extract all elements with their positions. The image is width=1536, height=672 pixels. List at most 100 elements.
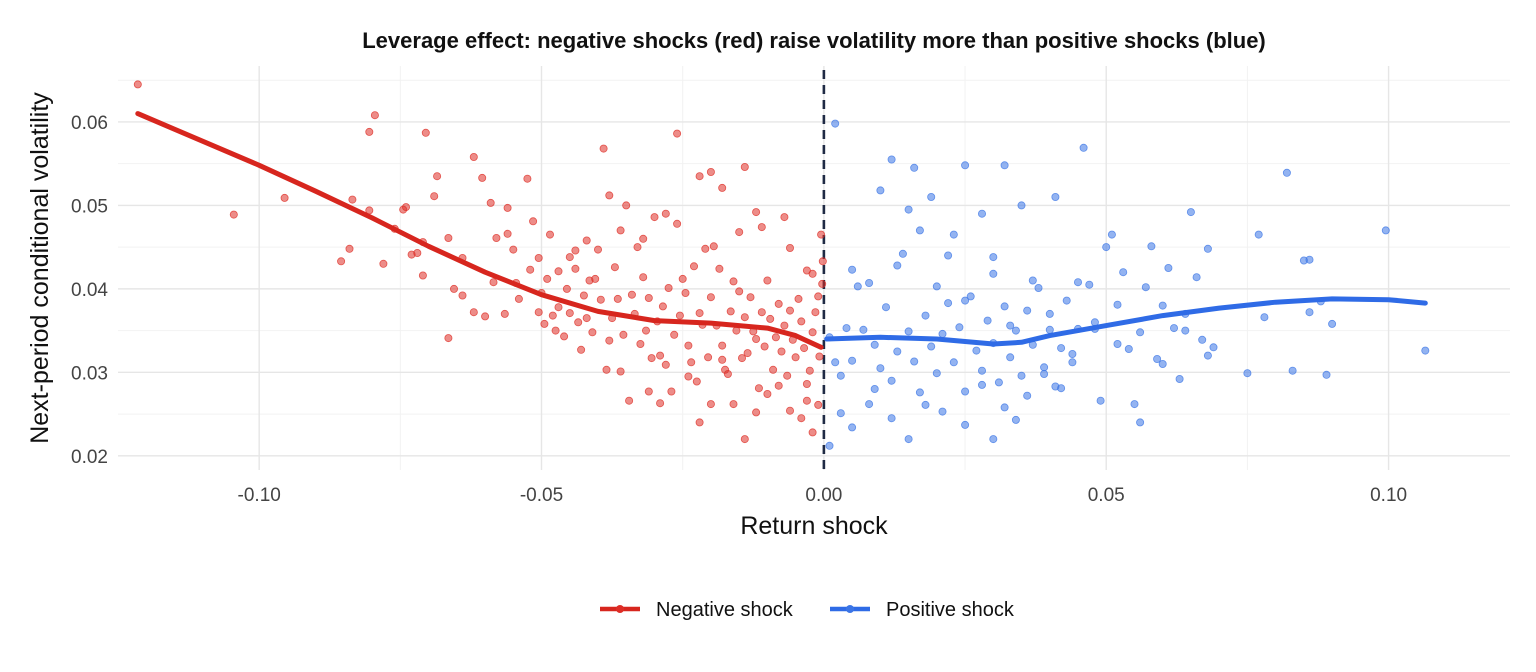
data-point	[1288, 366, 1297, 375]
data-point	[695, 418, 704, 427]
data-point	[1023, 306, 1032, 315]
data-point	[1260, 313, 1269, 322]
data-point	[989, 253, 998, 262]
data-point	[740, 162, 749, 171]
data-point	[1040, 363, 1049, 372]
data-point	[605, 336, 614, 345]
data-point	[1006, 321, 1015, 330]
data-point	[1119, 268, 1128, 277]
data-point	[1068, 349, 1077, 358]
data-point	[619, 330, 628, 339]
data-point	[627, 290, 636, 299]
data-point	[763, 389, 772, 398]
data-point	[870, 340, 879, 349]
data-point	[1023, 391, 1032, 400]
data-point	[1017, 201, 1026, 210]
data-point	[673, 219, 682, 228]
data-point	[670, 330, 679, 339]
data-point	[656, 399, 665, 408]
data-point	[718, 341, 727, 350]
data-point	[811, 308, 820, 317]
data-point	[870, 384, 879, 393]
data-point	[616, 367, 625, 376]
data-point	[955, 323, 964, 332]
data-point	[848, 356, 857, 365]
data-point	[904, 205, 913, 214]
legend-item-negative: Negative shock	[600, 599, 794, 621]
data-point	[718, 183, 727, 192]
data-point	[738, 354, 747, 363]
data-point	[664, 283, 673, 292]
data-point	[726, 307, 735, 316]
data-point	[571, 264, 580, 273]
data-point	[853, 282, 862, 291]
data-point	[401, 203, 410, 212]
legend-item-positive: Positive shock	[830, 599, 1015, 621]
data-point	[1136, 328, 1145, 337]
data-point	[842, 324, 851, 333]
data-point	[444, 334, 453, 343]
data-point	[774, 299, 783, 308]
data-point	[1158, 301, 1167, 310]
y-axis-ticks: 0.02 0.03 0.04 0.05 0.06	[71, 113, 108, 468]
data-point	[786, 306, 795, 315]
data-point	[978, 209, 987, 218]
data-point	[1102, 243, 1111, 252]
data-point	[523, 174, 532, 183]
data-point	[735, 287, 744, 296]
data-point	[994, 378, 1003, 387]
data-point	[938, 407, 947, 416]
data-point	[921, 400, 930, 409]
data-point	[932, 369, 941, 378]
data-point	[794, 294, 803, 303]
trend-layer	[135, 111, 1428, 350]
data-point	[514, 294, 523, 303]
data-point	[961, 420, 970, 429]
data-point	[1421, 346, 1430, 355]
data-point	[938, 329, 947, 338]
data-point	[529, 217, 538, 226]
data-point	[577, 345, 586, 354]
data-point	[1107, 230, 1116, 239]
data-point	[1243, 369, 1252, 378]
data-point	[1000, 161, 1009, 170]
data-point	[650, 213, 659, 222]
data-point	[421, 128, 430, 137]
data-point	[848, 423, 857, 432]
data-point	[596, 295, 605, 304]
data-point	[1045, 309, 1054, 318]
data-point	[757, 223, 766, 232]
data-point	[534, 308, 543, 317]
data-point	[370, 111, 379, 120]
data-point	[678, 274, 687, 283]
data-point	[1034, 283, 1043, 292]
data-point	[831, 119, 840, 128]
data-point	[582, 314, 591, 323]
x-axis-ticks: -0.10 -0.05 0.00 0.05 0.10	[238, 485, 1408, 506]
data-point	[486, 198, 495, 207]
data-point	[492, 233, 501, 242]
data-point	[932, 282, 941, 291]
data-point	[927, 192, 936, 201]
data-point	[786, 406, 795, 415]
data-point	[591, 274, 600, 283]
data-point	[898, 249, 907, 258]
trend-line-positive	[824, 296, 1428, 347]
data-point	[1045, 325, 1054, 334]
data-point	[704, 353, 713, 362]
data-point	[1198, 335, 1207, 344]
data-point	[961, 161, 970, 170]
data-point	[605, 191, 614, 200]
data-point	[337, 257, 346, 266]
data-point	[684, 341, 693, 350]
data-point	[458, 291, 467, 300]
data-point	[949, 358, 958, 367]
data-point	[701, 244, 710, 253]
data-point	[1136, 418, 1145, 427]
data-point	[661, 209, 670, 218]
data-point	[927, 342, 936, 351]
x-axis-title: Return shock	[740, 512, 888, 540]
data-point	[1074, 278, 1083, 287]
data-point	[639, 234, 648, 243]
